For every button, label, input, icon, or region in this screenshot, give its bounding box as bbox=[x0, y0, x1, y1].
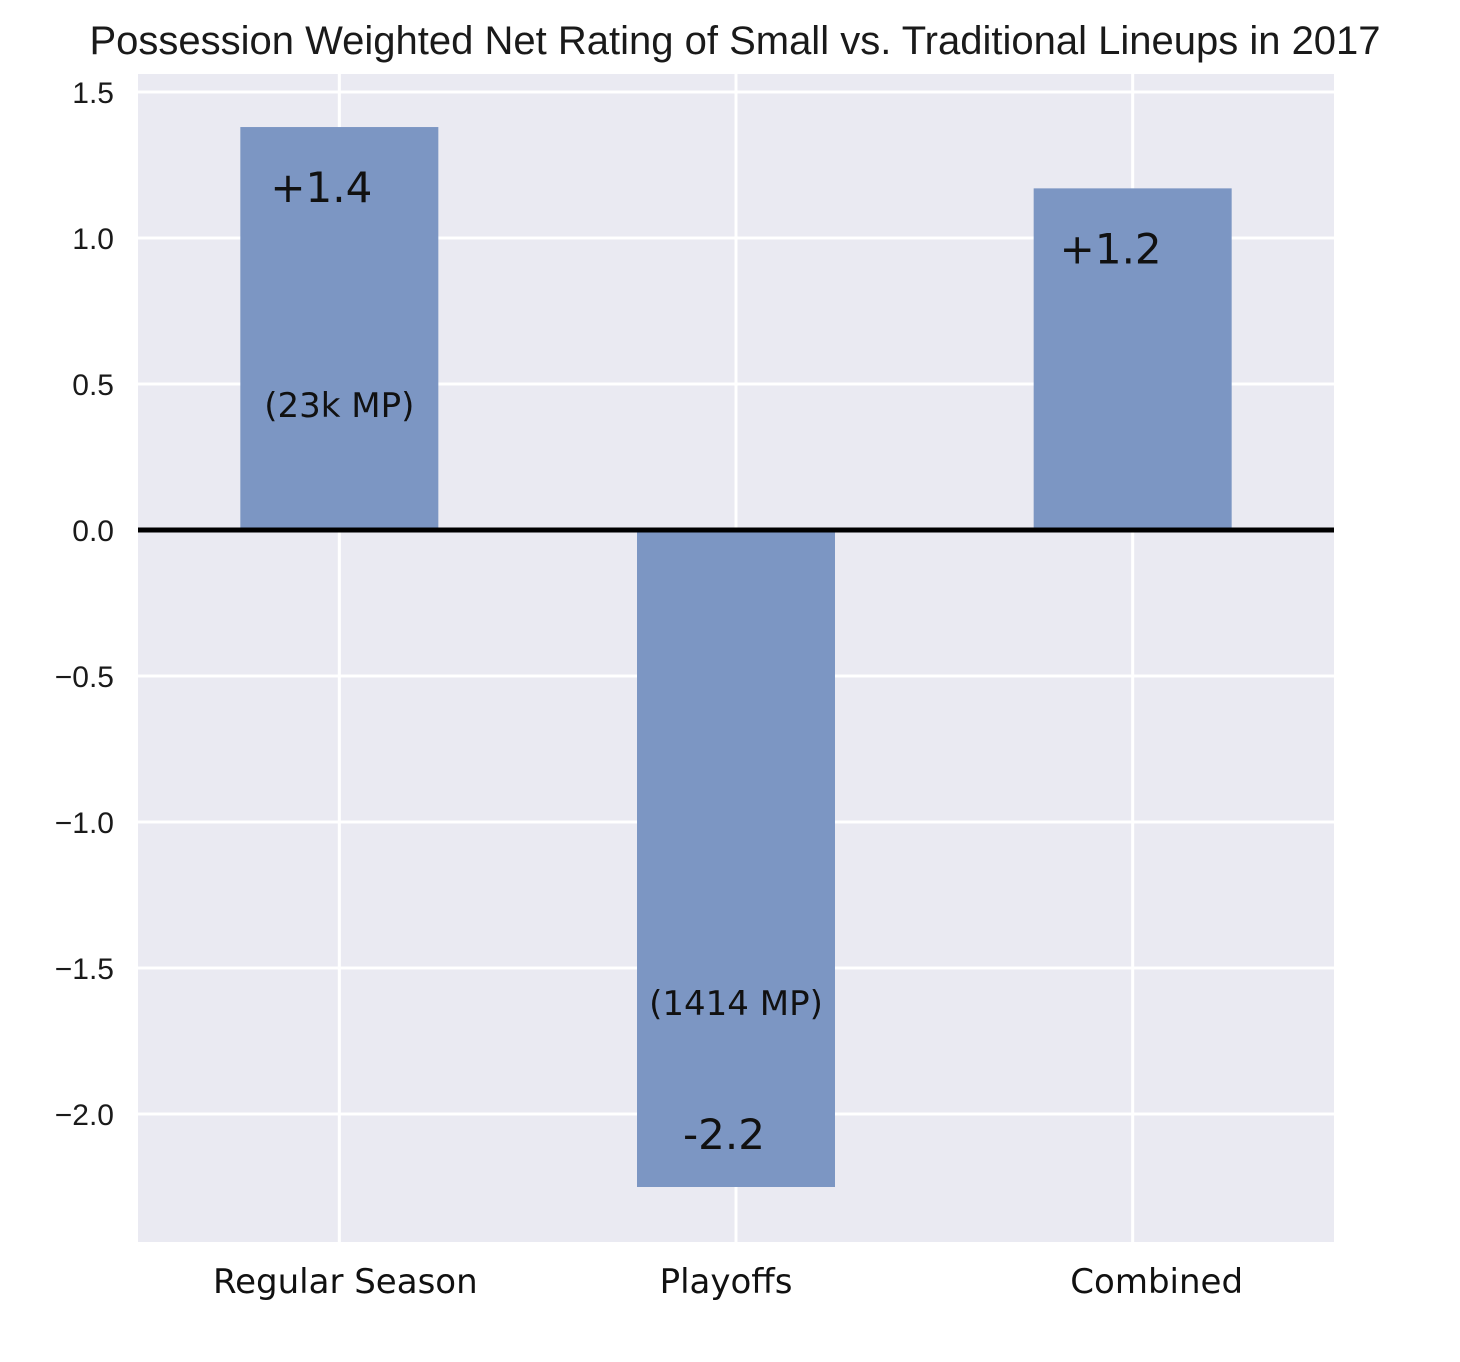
chart-title: Possession Weighted Net Rating of Small … bbox=[89, 19, 1380, 63]
x-tick-label: Playoffs bbox=[660, 1262, 793, 1302]
value-label: +1.2 bbox=[1060, 224, 1162, 273]
bar-regular-season bbox=[240, 127, 439, 530]
y-tick-label: 0.5 bbox=[72, 369, 114, 402]
minutes-played-note: (23k MP) bbox=[264, 386, 414, 426]
bars bbox=[240, 127, 1232, 1187]
y-tick-label: 1.0 bbox=[72, 223, 114, 256]
y-tick-label: 1.5 bbox=[72, 77, 114, 110]
y-tick-label: 0.0 bbox=[72, 515, 114, 548]
y-tick-label: −0.5 bbox=[55, 661, 114, 694]
data-labels: +1.4 (23k MP) -2.2 (1414 MP) +1.2 bbox=[264, 163, 1161, 1159]
x-tick-label: Combined bbox=[1070, 1262, 1243, 1302]
value-label: +1.4 bbox=[270, 163, 372, 212]
y-tick-label: −2.0 bbox=[55, 1099, 114, 1132]
bar-combined bbox=[1033, 188, 1232, 531]
value-label: -2.2 bbox=[683, 1110, 765, 1159]
y-tick-label: −1.5 bbox=[55, 953, 114, 986]
bar-playoffs bbox=[637, 530, 835, 1187]
x-axis-ticks: Regular Season Playoffs Combined bbox=[213, 1262, 1243, 1302]
minutes-played-note: (1414 MP) bbox=[649, 984, 823, 1024]
y-axis-ticks: 1.5 1.0 0.5 0.0 −0.5 −1.0 −1.5 −2.0 bbox=[55, 77, 114, 1132]
x-tick-label: Regular Season bbox=[213, 1262, 478, 1302]
y-tick-label: −1.0 bbox=[55, 807, 114, 840]
